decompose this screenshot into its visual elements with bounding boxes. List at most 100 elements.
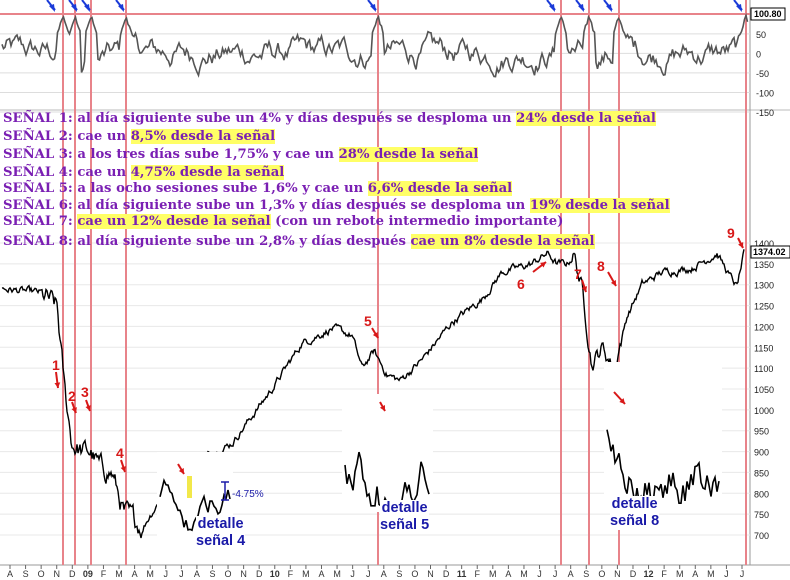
- x-tick-label: D: [630, 569, 637, 579]
- signal-description-8: SEÑAL 8: al día siguiente sube un 2,8% y…: [3, 234, 595, 250]
- signal-description-5: SEÑAL 5: a las ocho sesiones sube 1,6% y…: [3, 181, 513, 197]
- x-tick-label: D: [256, 569, 263, 579]
- top-signal-arrow-head: [71, 4, 77, 12]
- x-tick-label: A: [132, 569, 138, 579]
- x-tick-label: A: [505, 569, 511, 579]
- signal-description-3: SEÑAL 3: a los tres días sube 1,75% y ca…: [3, 147, 479, 163]
- detail-label-line1: detalle: [197, 516, 244, 532]
- signal-description-1: SEÑAL 1: al día siguiente sube un 4% y d…: [3, 111, 656, 127]
- top-signal-arrow-head: [578, 4, 584, 12]
- x-tick-label: 12: [644, 569, 654, 579]
- price-tick-label: 900: [754, 448, 769, 458]
- x-tick-label: D: [69, 569, 76, 579]
- signal-description-2: SEÑAL 2: cae un 8,5% desde la señal: [3, 129, 276, 145]
- oscillator-tick-label: -150: [756, 108, 774, 118]
- detail-label-line2: señal 4: [196, 533, 246, 549]
- x-tick-label: A: [692, 569, 698, 579]
- oscillator-value-box: [750, 7, 786, 21]
- price-series-line: [1, 249, 745, 539]
- signal-number-label: 7: [574, 266, 582, 282]
- price-tick-label: 1050: [754, 385, 774, 395]
- price-tick-label: 1100: [754, 364, 773, 374]
- x-tick-label: 10: [270, 569, 280, 579]
- x-tick-label: N: [427, 569, 434, 579]
- signal-text: SEÑAL 3: a los tres días sube 1,75% y ca…: [3, 147, 339, 162]
- signal-text: SEÑAL 1: al día siguiente sube un 4% y d…: [3, 111, 517, 126]
- signal-highlight: cae un 8% desde la señal: [410, 234, 595, 249]
- detail-5-arrow-head: [379, 405, 385, 411]
- x-tick-label: M: [676, 569, 684, 579]
- x-tick-label: J: [740, 569, 745, 579]
- x-tick-label: A: [568, 569, 574, 579]
- signal-suffix: (con un rebote intermedio importante): [270, 214, 564, 229]
- signal-8-arrow-head: [610, 280, 616, 286]
- detail-label-line2: señal 5: [380, 517, 430, 533]
- detail-label-signal-8: detalle señal 8: [610, 496, 660, 530]
- price-tick-label: 1400: [754, 239, 774, 249]
- signal-highlight: 6,6% desde la señal: [367, 181, 513, 196]
- x-tick-label: O: [411, 569, 418, 579]
- signal-number-label: 4: [116, 445, 124, 461]
- oscillator-series-line: [1, 12, 749, 78]
- signal-2-arrow-head: [71, 407, 77, 413]
- detail-label-signal-4: detalle señal 4: [196, 516, 246, 550]
- top-signal-arrow-head: [606, 4, 612, 12]
- x-tick-label: O: [598, 569, 605, 579]
- signal-text: SEÑAL 8: al día siguiente sube un 2,8% y…: [3, 234, 411, 249]
- detail-label-line1: detalle: [611, 496, 658, 512]
- x-tick-label: M: [115, 569, 123, 579]
- x-tick-label: N: [53, 569, 60, 579]
- x-tick-label: M: [146, 569, 154, 579]
- oscillator-tick-label: 50: [756, 30, 766, 40]
- x-tick-label: F: [101, 569, 107, 579]
- price-tick-label: 1250: [754, 302, 774, 312]
- x-tick-label: M: [489, 569, 497, 579]
- x-tick-label: F: [474, 569, 480, 579]
- top-signal-arrow-head: [84, 4, 90, 12]
- price-tick-label: 850: [754, 468, 769, 478]
- top-signal-arrow-head: [736, 4, 742, 12]
- x-tick-label: J: [724, 569, 729, 579]
- detail-highlight-bar: [187, 476, 192, 498]
- oscillator-tick-label: -100: [756, 88, 774, 98]
- signal-number-label: 3: [81, 384, 89, 400]
- detail-label-line1: detalle: [381, 500, 428, 516]
- signal-6-arrow-head: [540, 262, 546, 268]
- detail-annotation: -4.75%: [232, 489, 264, 500]
- detail-4-arrow-head: [178, 468, 184, 474]
- x-tick-label: N: [614, 569, 621, 579]
- signal-5-arrow-head: [372, 332, 378, 338]
- x-tick-label: D: [443, 569, 450, 579]
- x-tick-label: O: [225, 569, 232, 579]
- x-tick-label: A: [318, 569, 324, 579]
- detail-8-arrow-head: [619, 398, 625, 404]
- signal-text: SEÑAL 2: cae un: [3, 129, 131, 144]
- price-tick-label: 700: [754, 531, 769, 541]
- detail-label-line2: señal 8: [610, 513, 660, 529]
- price-tick-label: 750: [754, 510, 769, 520]
- price-tick-label: 1150: [754, 343, 773, 353]
- signal-number-label: 9: [727, 225, 735, 241]
- last-price-label: 1374.02: [753, 247, 786, 257]
- signal-highlight: cae un 12% desde la señal: [77, 214, 271, 229]
- x-tick-label: O: [38, 569, 45, 579]
- x-tick-label: J: [553, 569, 558, 579]
- signal-highlight: 8,5% desde la señal: [130, 129, 276, 144]
- signal-description-7: SEÑAL 7: cae un 12% desde la señal (con …: [3, 214, 563, 230]
- oscillator-tick-label: 0: [756, 49, 761, 59]
- price-tick-label: 800: [754, 489, 769, 499]
- signal-text: SEÑAL 5: a las ocho sesiones sube 1,6% y…: [3, 181, 368, 196]
- signal-number-label: 6: [517, 276, 525, 292]
- x-tick-label: S: [23, 569, 29, 579]
- x-tick-label: 11: [457, 569, 467, 579]
- x-tick-label: A: [194, 569, 200, 579]
- x-tick-label: J: [179, 569, 184, 579]
- x-tick-label: F: [288, 569, 294, 579]
- signal-number-label: 2: [68, 388, 76, 404]
- x-tick-label: J: [366, 569, 371, 579]
- top-signal-arrow-head: [118, 4, 124, 12]
- detail-label-signal-5: detalle señal 5: [380, 500, 430, 534]
- detail-chart-signal-8-bg: [604, 362, 722, 510]
